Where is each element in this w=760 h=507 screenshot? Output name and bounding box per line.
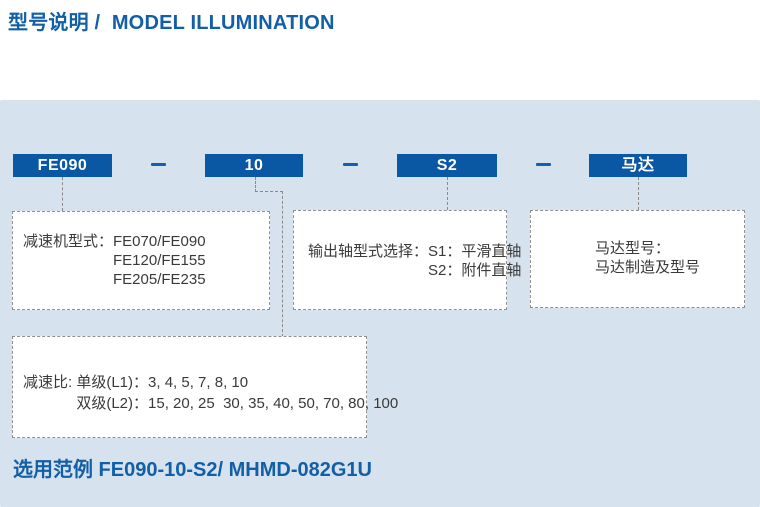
callout-value: 双级(L2)：15, 20, 25 30, 35, 40, 50, 70, 80… (76, 395, 399, 412)
callout-value: 单级(L1)：3, 4, 5, 7, 8, 10 (76, 374, 249, 391)
separator-dash (536, 163, 551, 166)
callout-value: 马达制造及型号 (595, 259, 701, 276)
callout-value: FE120/FE155 (113, 252, 206, 269)
callout-value: S1：平滑直轴 (428, 243, 522, 260)
model-segment-ratio: 10 (205, 154, 303, 177)
separator-dash (343, 163, 358, 166)
callout-value: 马达型号： (595, 240, 671, 257)
connector-line-motor (638, 177, 639, 210)
callout-label: 减速比: (23, 374, 77, 391)
callout-label: 输出轴型式选择： (308, 243, 429, 260)
selection-example-text: 选用范例 FE090-10-S2/ MHMD-082G1U (13, 459, 372, 481)
callout-gearbox-type: 减速机型式： FE070/FE090 FE120/FE155 FE205/FE2… (12, 211, 270, 310)
model-segment-series: FE090 (13, 154, 112, 177)
connector-line-series (62, 177, 63, 211)
callout-output-shaft: 输出轴型式选择： S1：平滑直轴 S2：附件直轴 (293, 210, 521, 310)
separator-dash (151, 163, 166, 166)
connector-line-ratio (255, 191, 283, 192)
page-title: 型号说明 / MODEL ILLUMINATION (8, 12, 335, 34)
connector-line-shaft (447, 177, 448, 210)
callout-value: FE205/FE235 (113, 271, 206, 288)
callout-label: 减速机型式： (23, 233, 114, 250)
callout-value: FE070/FE090 (113, 233, 206, 250)
callout-value: S2：附件直轴 (428, 262, 522, 279)
callout-ratio: 减速比: 单级(L1)：3, 4, 5, 7, 8, 10 双级(L2)：15,… (12, 336, 398, 438)
model-segment-shaft: S2 (397, 154, 497, 177)
callout-motor: 马达型号： 马达制造及型号 (530, 210, 745, 308)
connector-line-ratio (255, 177, 256, 192)
model-segment-motor: 马达 (589, 154, 687, 177)
connector-line-ratio (282, 191, 283, 337)
